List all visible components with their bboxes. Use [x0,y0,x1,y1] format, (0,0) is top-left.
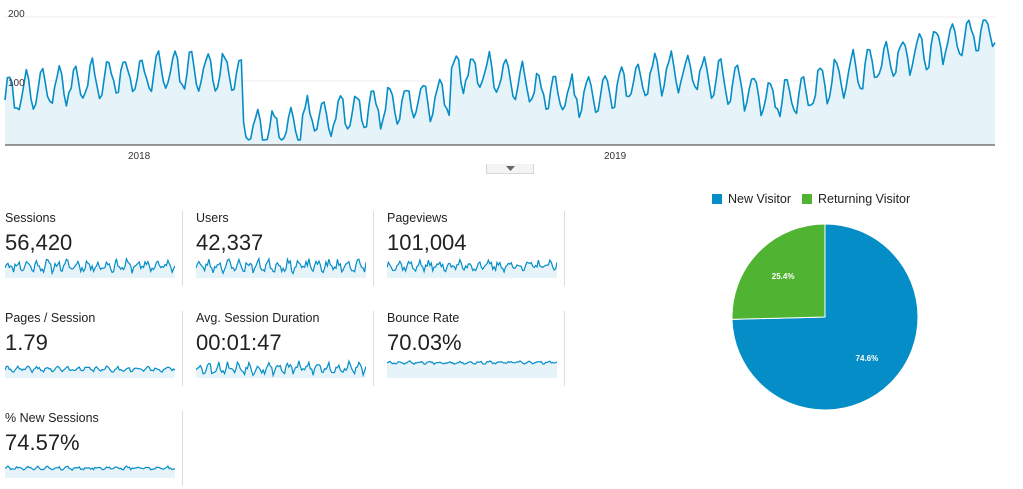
legend-item-new-visitor[interactable]: New Visitor [712,192,791,206]
metric-pageviews[interactable]: Pageviews 101,004 [382,211,565,289]
pie-legend: New Visitor Returning Visitor [712,192,921,206]
legend-item-returning-visitor[interactable]: Returning Visitor [801,192,911,206]
metric-value: 42,337 [196,230,264,255]
metric-bounce-rate[interactable]: Bounce Rate 70.03% [382,311,565,389]
divider [182,311,183,386]
sparkline-area [387,360,557,378]
sparkline-line [387,257,557,274]
metric-new-sessions-percent[interactable]: % New Sessions 74.57% [0,411,183,489]
metric-label: Bounce Rate [387,311,460,325]
metric-label: Avg. Session Duration [196,311,320,325]
y-tick-label: 200 [8,9,25,20]
sparkline-line [5,256,175,276]
metric-label: Users [196,211,229,225]
legend-label: Returning Visitor [817,192,911,206]
sessions-line [4,19,996,141]
visitor-type-pie-chart[interactable]: 74.6% 25.4% [730,222,920,412]
sparkline-line [196,256,366,275]
sparkline [387,257,557,278]
sparkline-line [5,365,175,374]
metric-value: 101,004 [387,230,467,255]
metric-value: 70.03% [387,330,462,355]
divider [564,211,565,286]
collapse-chart-button[interactable] [486,164,534,174]
sparkline-area [5,366,175,378]
divider [373,211,374,286]
y-tick-label: 100 [8,78,25,89]
divider [373,311,374,386]
sparkline-line [387,360,557,366]
sparkline [196,256,366,278]
sparkline [387,360,557,378]
metric-value: 1.79 [5,330,48,355]
metric-value: 74.57% [5,430,80,455]
legend-swatch [801,194,812,204]
divider [182,411,183,486]
metric-label: Pages / Session [5,311,96,325]
caret-down-icon [505,166,515,171]
x-tick-label: 2019 [604,151,627,162]
legend-swatch [712,194,722,204]
sparkline [196,359,366,378]
pie-slice-label: 25.4% [772,272,795,281]
metric-avg-session-duration[interactable]: Avg. Session Duration 00:01:47 [191,311,374,389]
metric-label: Pageviews [387,211,448,225]
x-tick-label: 2018 [128,151,151,162]
sparkline [5,465,175,478]
divider [182,211,183,286]
overview-line-chart[interactable]: 200 100 2018 2019 [0,0,1000,165]
metric-pages-per-session[interactable]: Pages / Session 1.79 [0,311,183,389]
legend-label: New Visitor [728,192,791,206]
pie-slice-label: 74.6% [856,354,879,363]
metric-label: % New Sessions [5,411,99,425]
sparkline-line [5,465,175,472]
sparkline [5,365,175,378]
metric-value: 00:01:47 [196,330,282,355]
sessions-area [5,20,995,146]
sparkline [5,256,175,278]
metric-value: 56,420 [5,230,73,255]
metric-sessions[interactable]: Sessions 56,420 [0,211,183,289]
sparkline-line [196,359,366,378]
pie-slice-returning-visitor[interactable] [731,223,826,320]
metric-users[interactable]: Users 42,337 [191,211,374,289]
pie-slice-new-visitor[interactable] [731,223,919,411]
metric-label: Sessions [5,211,56,225]
divider [564,311,565,386]
